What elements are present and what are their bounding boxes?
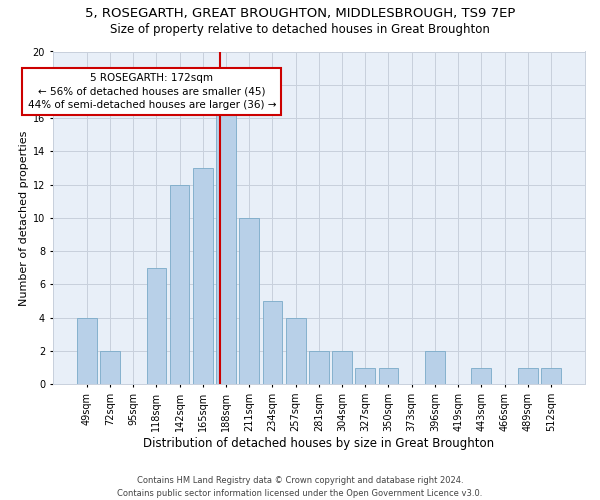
Bar bbox=[425, 351, 445, 384]
Text: Size of property relative to detached houses in Great Broughton: Size of property relative to detached ho… bbox=[110, 22, 490, 36]
Text: 5 ROSEGARTH: 172sqm
← 56% of detached houses are smaller (45)
44% of semi-detach: 5 ROSEGARTH: 172sqm ← 56% of detached ho… bbox=[28, 73, 276, 110]
Bar bbox=[146, 268, 166, 384]
Bar bbox=[518, 368, 538, 384]
Bar bbox=[541, 368, 561, 384]
Text: Contains HM Land Registry data © Crown copyright and database right 2024.
Contai: Contains HM Land Registry data © Crown c… bbox=[118, 476, 482, 498]
Text: 5, ROSEGARTH, GREAT BROUGHTON, MIDDLESBROUGH, TS9 7EP: 5, ROSEGARTH, GREAT BROUGHTON, MIDDLESBR… bbox=[85, 8, 515, 20]
Y-axis label: Number of detached properties: Number of detached properties bbox=[19, 130, 29, 306]
Bar bbox=[77, 318, 97, 384]
Bar bbox=[193, 168, 212, 384]
Bar bbox=[286, 318, 305, 384]
Bar bbox=[309, 351, 329, 384]
Bar bbox=[239, 218, 259, 384]
X-axis label: Distribution of detached houses by size in Great Broughton: Distribution of detached houses by size … bbox=[143, 437, 494, 450]
Bar bbox=[216, 102, 236, 385]
Bar bbox=[263, 301, 283, 384]
Bar bbox=[379, 368, 398, 384]
Bar bbox=[332, 351, 352, 384]
Bar bbox=[472, 368, 491, 384]
Bar bbox=[170, 184, 190, 384]
Bar bbox=[100, 351, 120, 384]
Bar bbox=[355, 368, 375, 384]
